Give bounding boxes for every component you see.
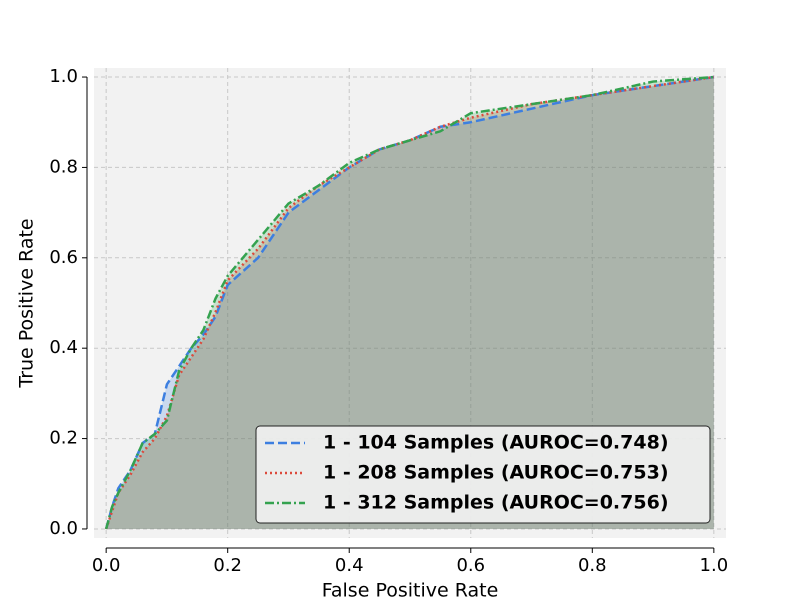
x-tick-label: 0.4: [335, 555, 364, 576]
x-tick-label: 0.8: [578, 555, 607, 576]
roc-line: [104, 75, 714, 530]
legend: 1 - 104 Samples (AUROC=0.748) 1 - 208 Sam…: [255, 425, 711, 524]
legend-box: [255, 425, 711, 524]
y-tick-label: 0.2: [49, 428, 78, 449]
area: [106, 77, 714, 529]
area: [106, 77, 714, 529]
y-axis-label: True Positive Rate: [16, 218, 38, 388]
y-tick-label: 0.0: [49, 518, 78, 539]
y-tick-label: 0.6: [49, 247, 78, 268]
legend-label: 1 - 312 Samples (AUROC=0.756): [323, 492, 669, 514]
x-tick-label: 0.0: [92, 555, 121, 576]
x-tick-label: 1.0: [700, 555, 729, 576]
x-tick-label: 0.6: [456, 555, 485, 576]
legend-label: 1 - 104 Samples (AUROC=0.748): [323, 432, 669, 454]
legend-label: 1 - 208 Samples (AUROC=0.753): [323, 462, 669, 484]
y-tick-label: 0.4: [49, 337, 78, 358]
y-tick-label: 0.8: [49, 156, 78, 177]
area: [106, 77, 714, 529]
roc-line: [104, 75, 715, 530]
x-axis-label: False Positive Rate: [322, 580, 499, 600]
roc-line: [104, 75, 715, 530]
x-tick-label: 0.2: [213, 555, 242, 576]
y-tick-label: 1.0: [49, 66, 78, 87]
